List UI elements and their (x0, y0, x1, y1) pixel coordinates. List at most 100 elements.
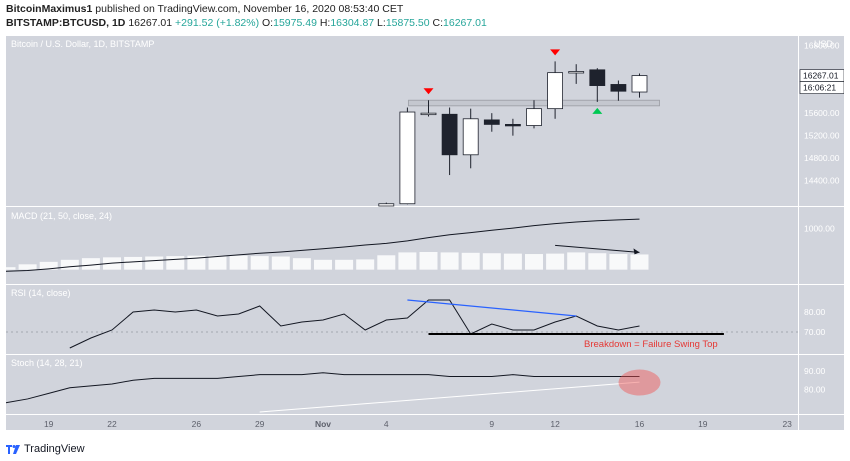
macd-histogram-bar (0, 267, 16, 270)
candle-bear (441, 113, 458, 156)
macd-histogram-bar (377, 255, 396, 270)
rsi-blue-trendline (407, 299, 577, 317)
candle-bull (526, 108, 542, 126)
green-up-marker (592, 107, 603, 114)
tradingview-logo-icon (6, 445, 20, 454)
last-price-tag-label: 16267.01 (803, 71, 839, 81)
x-tick-label: 19 (44, 419, 54, 429)
macd-histogram-bar (525, 254, 543, 270)
macd-panel[interactable] (6, 206, 798, 284)
stoch-d-line (259, 381, 640, 413)
symbol-label[interactable]: BITSTAMP:BTCUSD, 1D (6, 17, 126, 29)
rsi-tick-label: 80.00 (804, 307, 826, 317)
symbol-info: BITSTAMP:BTCUSD, 1D 16267.01 +291.52 (+1… (6, 17, 487, 29)
macd-histogram-bar (81, 258, 100, 270)
low-value: 15875.50 (385, 17, 430, 29)
open-label: O: (262, 17, 274, 29)
price-tick-label: 14400.00 (804, 176, 840, 186)
rsi-label: RSI (14, close) (11, 288, 71, 298)
author-name[interactable]: BitcoinMaximus1 (6, 3, 93, 15)
x-tick-label: 19 (698, 419, 708, 429)
candle-bear (483, 119, 500, 125)
last-price: 16267.01 (128, 17, 173, 29)
open-value: 15975.49 (273, 17, 317, 29)
x-tick-label: 12 (550, 419, 560, 429)
macd-histogram-bar (145, 256, 164, 270)
x-tick-label: 26 (192, 419, 202, 429)
low-label: L: (377, 17, 386, 29)
red-down-marker (550, 49, 561, 56)
macd-histogram-bar (124, 256, 143, 270)
macd-histogram-bar (39, 261, 58, 270)
rsi-tick-label: 70.00 (804, 327, 826, 337)
macd-histogram-bar (60, 259, 79, 270)
brand-name[interactable]: TradingView (24, 443, 85, 455)
stoch-label: Stoch (14, 28, 21) (11, 358, 83, 368)
macd-histogram-bar (482, 253, 501, 270)
macd-histogram-bar (314, 259, 332, 270)
candle-bear (589, 69, 606, 86)
candle-bear (504, 124, 521, 127)
candle-bull (378, 203, 395, 207)
chart-header: BitcoinMaximus1 published on TradingView… (0, 0, 850, 34)
price-tick-label: 15200.00 (804, 131, 840, 141)
macd-histogram-bar (546, 253, 565, 270)
stoch-k-line (0, 372, 640, 405)
chart-svg[interactable]: Bitcoin / U.S. Dollar, 1D, BITSTAMP USD … (0, 36, 845, 430)
macd-histogram-bar (503, 253, 522, 270)
breakdown-annotation: Breakdown = Failure Swing Top (584, 339, 718, 350)
candle-bull (399, 111, 416, 205)
x-tick-label: 23 (782, 419, 792, 429)
candle-bull (631, 75, 648, 93)
macd-histogram-bar (398, 252, 417, 270)
x-tick-label: 16 (635, 419, 645, 429)
stoch-tick-label: 80.00 (804, 385, 826, 395)
macd-histogram-bar (356, 259, 375, 270)
macd-histogram-bar (18, 264, 37, 270)
macd-histogram-bar (609, 254, 628, 270)
macd-label: MACD (21, 50, close, 24) (11, 211, 112, 221)
price-tick-label: 16800.00 (804, 41, 840, 51)
macd-histogram-bar (567, 252, 586, 270)
rsi-line (69, 299, 640, 349)
macd-divergence-arrow (555, 244, 640, 253)
price-tick-label: 14800.00 (804, 153, 840, 163)
macd-histogram-bar (588, 253, 607, 270)
candle-bull (462, 118, 479, 156)
candle-bull (547, 72, 563, 110)
footer: TradingView (6, 441, 85, 457)
macd-arrow-head (633, 248, 640, 255)
countdown-tag-label: 16:06:21 (803, 83, 836, 93)
stoch-panel[interactable] (6, 354, 798, 414)
chart-area[interactable]: Bitcoin / U.S. Dollar, 1D, BITSTAMP USD … (0, 36, 845, 430)
macd-histogram-bar (229, 255, 248, 270)
macd-histogram-bar (208, 255, 227, 270)
close-value: 16267.01 (443, 17, 487, 29)
close-label: C: (432, 17, 444, 29)
candle-bull (420, 112, 437, 116)
high-value: 16304.87 (330, 17, 375, 29)
x-tick-label: 29 (255, 419, 265, 429)
macd-line (0, 218, 640, 273)
macd-histogram-bar (440, 252, 459, 270)
macd-histogram-bar (166, 256, 185, 270)
macd-histogram-bar (335, 259, 354, 270)
published-text: published on TradingView.com, November 1… (95, 3, 404, 15)
currency-label: USD (814, 39, 834, 49)
x-tick-label: 4 (384, 419, 389, 429)
price-change: +291.52 (+1.82%) (175, 17, 260, 29)
macd-histogram-bar (250, 256, 269, 270)
macd-histogram-bar (187, 255, 206, 270)
price-tick-label: 15600.00 (804, 108, 840, 118)
chart-title: Bitcoin / U.S. Dollar, 1D, BITSTAMP (11, 39, 154, 49)
macd-histogram-bar (461, 252, 480, 270)
candle-bear (610, 84, 627, 92)
stoch-tick-label: 90.00 (804, 366, 826, 376)
x-tick-label: Nov (315, 419, 331, 429)
x-tick-label: 22 (107, 419, 117, 429)
publish-info: BitcoinMaximus1 published on TradingView… (6, 3, 403, 15)
macd-histogram-bar (292, 258, 311, 270)
macd-histogram-bar (630, 254, 649, 270)
candle-bull (568, 71, 585, 74)
x-tick-label: 9 (489, 419, 494, 429)
